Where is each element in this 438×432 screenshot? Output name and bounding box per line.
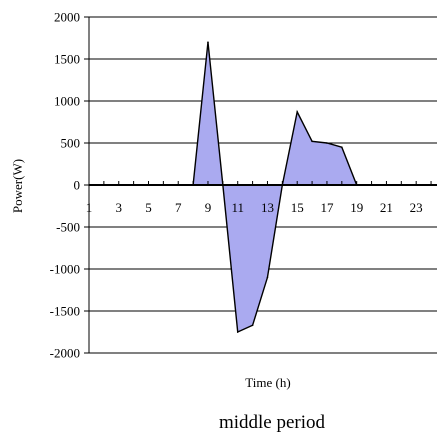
x-tick-label: 5 xyxy=(145,200,152,215)
x-tick-label: 11 xyxy=(231,200,244,215)
x-tick-label: 21 xyxy=(380,200,393,215)
x-tick-label: 9 xyxy=(205,200,212,215)
data-point xyxy=(251,324,254,327)
data-point xyxy=(341,146,343,148)
x-axis-title: Time (h) xyxy=(245,375,290,390)
y-tick-label: -2000 xyxy=(50,346,80,361)
y-tick-label: 500 xyxy=(61,136,81,151)
data-point xyxy=(266,276,269,279)
y-tick-label: 1500 xyxy=(54,52,80,67)
data-point xyxy=(326,142,328,144)
chart-caption: middle period xyxy=(219,412,326,432)
data-point xyxy=(296,111,299,113)
y-tick-label: 0 xyxy=(74,178,81,193)
axes xyxy=(84,16,437,354)
y-tick-label: -500 xyxy=(56,220,80,235)
data-point xyxy=(207,41,209,43)
x-tick-label: 1 xyxy=(86,200,93,215)
x-tick-label: 17 xyxy=(320,200,334,215)
data-point xyxy=(236,331,239,333)
x-tick-label: 7 xyxy=(175,200,182,215)
y-tick-label: 2000 xyxy=(54,10,80,25)
x-tick-label: 15 xyxy=(291,200,304,215)
y-tick-label: 1000 xyxy=(54,94,80,109)
y-tick-label: -1000 xyxy=(50,262,80,277)
y-tick-labels: 2000 1500 1000 500 0 -500 -1000 -1500 -2000 xyxy=(50,10,80,361)
y-tick-label: -1500 xyxy=(50,304,80,319)
y-axis-title: Power(W) xyxy=(10,159,25,213)
area-series xyxy=(88,41,432,334)
x-tick-label: 19 xyxy=(350,200,363,215)
data-point xyxy=(311,140,313,143)
x-tick-label: 23 xyxy=(410,200,423,215)
x-tick-label: 3 xyxy=(115,200,122,215)
x-tick-label: 13 xyxy=(261,200,274,215)
area-fill xyxy=(89,42,432,332)
x-tick-labels: 1 3 5 7 9 11 13 15 17 19 21 23 xyxy=(86,200,423,215)
